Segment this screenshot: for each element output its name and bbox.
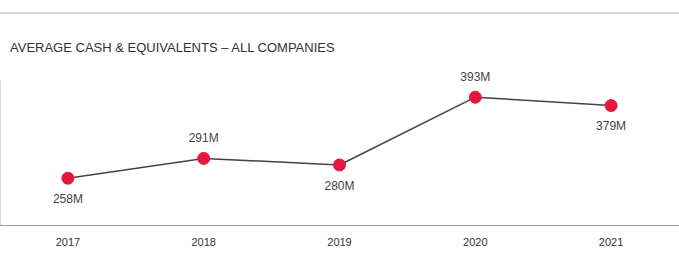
svg-text:379M: 379M — [596, 119, 626, 133]
svg-text:2021: 2021 — [599, 236, 623, 248]
svg-text:AVERAGE CASH & EQUIVALENTS – A: AVERAGE CASH & EQUIVALENTS – ALL COMPANI… — [10, 40, 335, 55]
svg-text:2019: 2019 — [327, 236, 351, 248]
svg-text:258M: 258M — [53, 192, 83, 206]
svg-text:2018: 2018 — [191, 236, 215, 248]
svg-text:291M: 291M — [189, 131, 219, 145]
svg-text:2017: 2017 — [56, 236, 80, 248]
svg-text:280M: 280M — [324, 179, 354, 193]
svg-text:2020: 2020 — [463, 236, 487, 248]
svg-text:393M: 393M — [460, 70, 490, 84]
